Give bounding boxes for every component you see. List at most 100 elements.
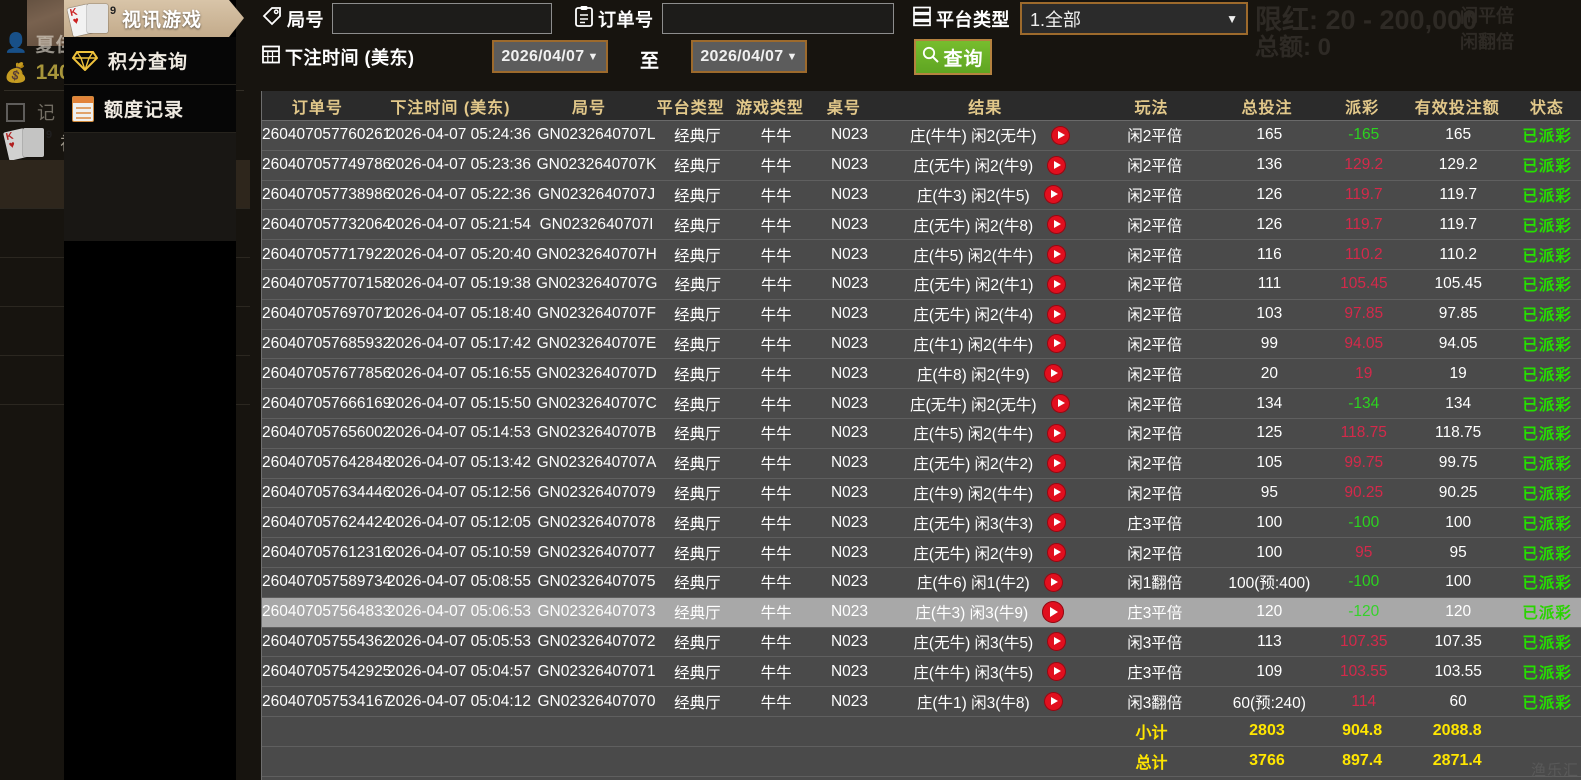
subtotal-row: 小计 2803 904.8 2088.8 [262,716,1581,747]
cell-platform: 经典厅 [674,187,721,205]
cell-validbet: 120 [1445,603,1472,621]
cell-platform: 经典厅 [674,515,721,533]
cell-mode: 庄3平倍 [1127,605,1183,623]
cell-gametype: 牛牛 [760,336,792,354]
cell-totalbet: 99 [1260,334,1278,352]
cell-tableno: N023 [830,364,869,382]
date-to-picker[interactable]: 2026/04/07 ▼ [691,40,807,73]
table-row[interactable]: 260407057554362 2026-04-07 05:05:53 GN0232… [262,627,1581,658]
cell-validbet: 118.75 [1435,424,1482,442]
play-replay-icon[interactable] [1050,125,1070,145]
cell-tableno: N023 [830,543,869,561]
cell-validbet: 119.7 [1439,215,1477,233]
table-row[interactable]: 260407057634446 2026-04-07 05:12:56 GN0232… [262,478,1581,509]
cell-gametype: 牛牛 [761,277,793,295]
cell-round: GN02326407079 [537,483,656,501]
play-replay-icon[interactable] [1047,334,1067,354]
bg-faint-mode-b: 闲翻倍 [1460,32,1514,52]
play-replay-icon[interactable] [1047,304,1067,324]
play-replay-icon[interactable] [1043,185,1063,205]
play-replay-icon[interactable] [1043,364,1063,384]
cell-result-text: 庄(牛1) 闲2(牛牛) [913,336,1034,354]
column-header-tableno: 桌号 [826,99,861,117]
play-replay-icon[interactable] [1047,543,1067,563]
cell-platform: 经典厅 [674,456,721,474]
table-row[interactable]: 260407057707158 2026-04-07 05:19:38 GN0232… [262,269,1581,300]
table-row[interactable]: 260407057738986 2026-04-07 05:22:36 GN0232… [262,180,1581,211]
play-replay-icon[interactable] [1042,601,1065,624]
table-row[interactable]: 260407057642848 2026-04-07 05:13:42 GN0232… [262,448,1581,479]
cell-tableno: N023 [830,394,869,412]
table-row[interactable]: 260407057760261 2026-04-07 05:24:36 GN0232… [262,121,1581,151]
cell-result-text: 庄(牛牛) 闲3(牛5) [913,664,1034,682]
table-row[interactable]: 260407057534167 2026-04-07 05:04:12 GN0232… [262,687,1581,717]
sidebar-empty-panel [64,133,236,241]
search-button[interactable]: 查询 [914,39,992,75]
play-replay-icon[interactable] [1043,692,1063,712]
table-row[interactable]: 260407057612316 2026-04-07 05:10:59 GN0232… [262,538,1581,568]
table-row[interactable]: 260407057677856 2026-04-07 05:16:55 GN0232… [262,359,1581,390]
subtotal-valid: 2088.8 [1432,722,1482,740]
cell-tableno: N023 [830,603,869,621]
cell-round: GN02326407071 [537,662,656,680]
cell-status: 已派彩 [1522,307,1572,325]
play-replay-icon[interactable] [1047,662,1067,682]
cell-result-text: 庄(无牛) 闲2(牛1) [913,277,1034,295]
cell-result: 庄(牛1) 闲2(牛牛) [884,333,1095,355]
cell-platform: 经典厅 [674,247,721,265]
cell-payout: -134 [1348,394,1380,412]
play-replay-icon[interactable] [1047,483,1067,503]
play-replay-icon[interactable] [1047,215,1067,235]
query-toolbar: 局号 订单号 平台类型 1.全部 ▼ [236,0,1581,90]
table-row[interactable]: 260407057624424 2026-04-07 05:12:05 GN0232… [262,508,1581,539]
play-replay-icon[interactable] [1047,245,1067,265]
cell-result-text: 庄(无牛) 闲3(牛3) [913,515,1034,533]
cell-bettime: 2026-04-07 05:19:38 [386,275,531,293]
table-row[interactable]: 260407057564833 2026-04-07 05:06:53 GN0232… [262,597,1581,628]
round-number-input[interactable] [332,3,552,34]
sidebar-item-points-query[interactable]: 积分查询 [64,37,236,85]
platform-type-select[interactable]: 1.全部 ▼ [1020,2,1248,35]
order-number-input[interactable] [661,3,894,34]
cell-platform: 经典厅 [674,634,721,652]
table-row[interactable]: 260407057656002 2026-04-07 05:14:53 GN0232… [262,418,1581,449]
play-replay-icon[interactable] [1047,274,1067,294]
play-replay-icon[interactable] [1047,453,1067,473]
table-row[interactable]: 260407057749786 2026-04-07 05:23:36 GN0232… [262,150,1581,181]
table-row[interactable]: 260407057542925 2026-04-07 05:04:57 GN0232… [262,657,1581,688]
cell-platform: 经典厅 [674,277,721,295]
table-row[interactable]: 260407057697071 2026-04-07 05:18:40 GN0232… [262,299,1581,330]
cell-totalbet: 136 [1256,156,1283,174]
table-row[interactable]: 260407057666169 2026-04-07 05:15:50 GN0232… [262,389,1581,419]
sidebar-header-video-games[interactable]: K ♥ 9 视讯游戏 [64,0,244,37]
round-number-field: 局号 [261,3,552,34]
sidebar-item-credit-record[interactable]: 额度记录 [64,85,236,133]
table-row[interactable]: 260407057685932 2026-04-07 05:17:42 GN0232… [262,329,1581,360]
play-replay-icon[interactable] [1047,632,1067,652]
cell-mode: 闲2平倍 [1127,277,1183,295]
cell-result: 庄(牛1) 闲3(牛8) [884,691,1095,713]
column-header-mode: 玩法 [1134,99,1169,117]
play-replay-icon[interactable] [1047,513,1067,533]
cell-round: GN0232640707E [536,334,657,352]
between-label: 至 [640,51,660,72]
bg-menu-note: 记 [6,96,55,128]
table-row[interactable]: 260407057732064 2026-04-07 05:21:54 GN0232… [262,210,1581,241]
play-replay-icon[interactable] [1050,394,1070,414]
cell-totalbet: 111 [1257,275,1282,293]
diamond-icon [72,50,98,71]
play-replay-icon[interactable] [1047,155,1067,175]
subtotal-label: 小计 [1135,725,1168,743]
play-replay-icon[interactable] [1047,423,1067,443]
date-from-picker[interactable]: 2026/04/07 ▼ [492,40,608,73]
cell-bettime: 2026-04-07 05:18:40 [387,305,531,323]
cell-totalbet: 125 [1256,424,1283,442]
cell-gametype: 牛牛 [760,664,792,682]
cell-platform: 经典厅 [674,307,721,325]
table-row[interactable]: 260407057717922 2026-04-07 05:20:40 GN0232… [262,240,1581,270]
cell-result-text: 庄(无牛) 闲2(牛2) [913,456,1034,474]
table-row[interactable]: 260407057589734 2026-04-07 05:08:55 GN0232… [262,567,1581,598]
play-replay-icon[interactable] [1043,572,1063,592]
cell-mode: 闲2平倍 [1127,545,1183,563]
cell-platform: 经典厅 [674,426,721,444]
